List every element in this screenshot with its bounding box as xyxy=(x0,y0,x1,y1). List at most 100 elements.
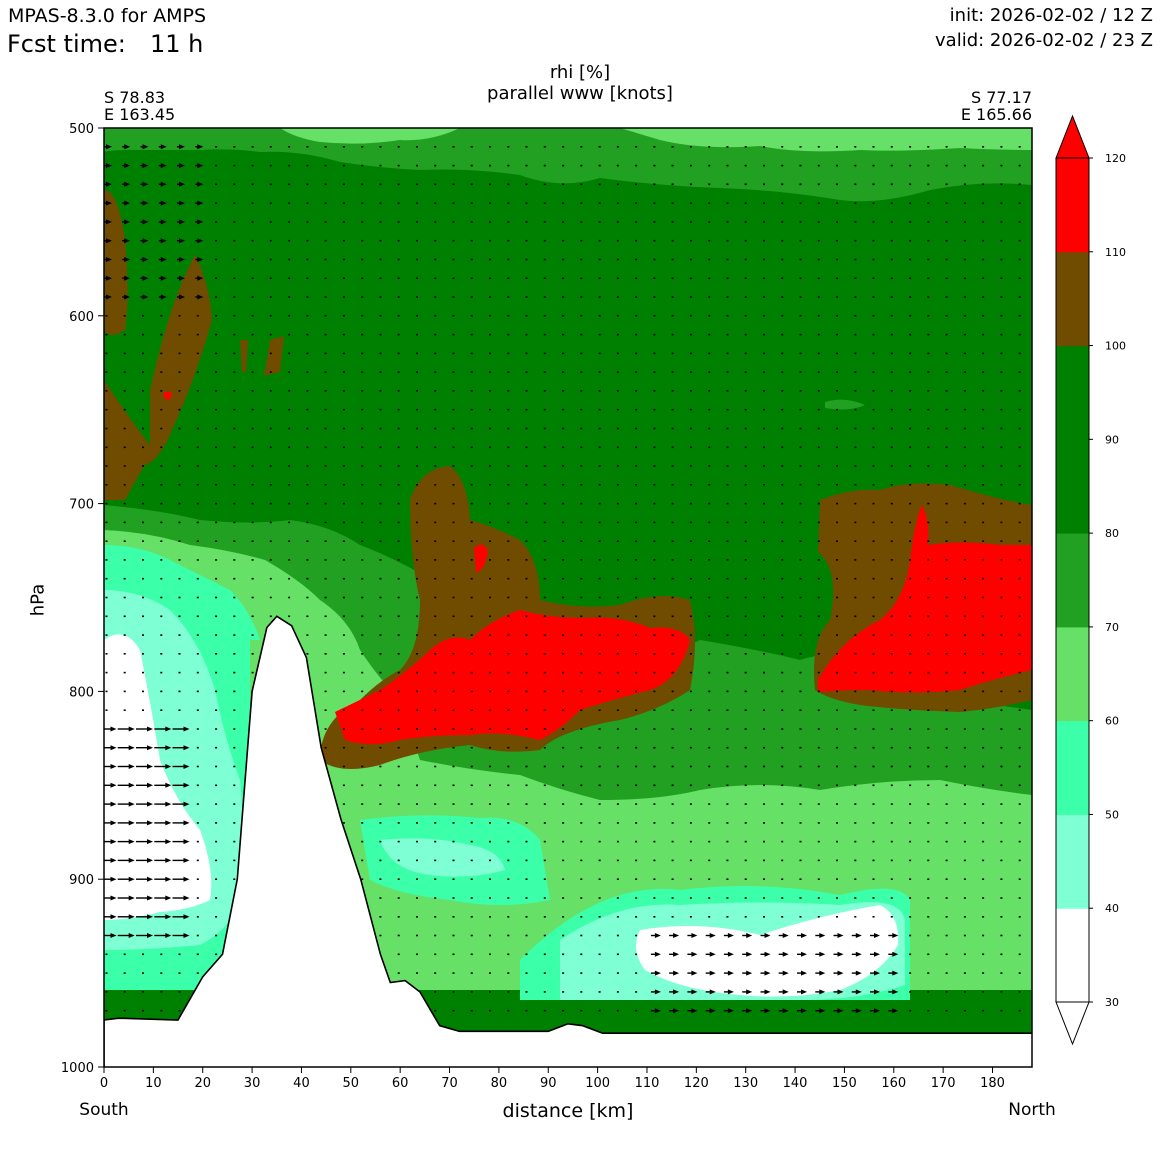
x-tick-label: 60 xyxy=(392,1076,409,1091)
x-tick-label: 10 xyxy=(145,1076,162,1091)
x-tick-label: 50 xyxy=(343,1076,360,1091)
wind-vector-head xyxy=(746,970,753,976)
wind-vector-head xyxy=(160,181,167,187)
rhi-band-110-120 xyxy=(335,610,690,744)
wind-vector-head xyxy=(165,914,172,920)
wind-vector-head xyxy=(673,1008,680,1014)
wind-vector-head xyxy=(197,163,204,169)
wind-vector-head xyxy=(124,219,131,225)
wind-vector-head xyxy=(147,745,153,751)
x-axis-label: distance [km] xyxy=(502,1100,634,1122)
wind-vector-head xyxy=(764,1008,771,1014)
colorbar-label: 80 xyxy=(1105,527,1119,540)
wind-vectors xyxy=(104,144,1021,1014)
wind-vector-head xyxy=(124,200,131,206)
wind-vector-head xyxy=(110,764,117,769)
x-axis-ticks: 0 10 20 30 40 50 60 70 80 90 100 110 120 130 140 150 160… xyxy=(100,1067,1005,1091)
wind-vector-head xyxy=(819,1008,826,1014)
wind-vector-head xyxy=(197,275,204,281)
colorbar-segment xyxy=(1056,439,1089,534)
wind-vector-head xyxy=(183,914,190,920)
wind-vector-head xyxy=(197,181,204,187)
wind-vector-head xyxy=(654,970,661,976)
x-tick-label: 140 xyxy=(783,1076,808,1091)
wind-vector-head xyxy=(179,163,185,169)
wind-vector-head xyxy=(110,820,117,826)
wind-vector-head xyxy=(855,989,862,995)
colorbar-label: 70 xyxy=(1105,621,1119,634)
wind-vector-head xyxy=(179,275,185,281)
wind-vector-head xyxy=(197,257,204,262)
colorbar-segment xyxy=(1056,533,1089,628)
wind-vector-head xyxy=(128,820,135,826)
wind-vector-head xyxy=(147,782,153,788)
wind-vector-head xyxy=(837,989,844,995)
wind-vector-head xyxy=(673,933,680,938)
wind-vector-head xyxy=(691,951,698,957)
wind-vector-head xyxy=(124,163,131,169)
start-longitude: E 163.45 xyxy=(104,105,176,124)
wind-vector-head xyxy=(197,294,204,300)
wind-vector-head xyxy=(782,933,789,938)
x-tick-label: 130 xyxy=(733,1076,758,1091)
y-tick-label: 600 xyxy=(69,310,94,325)
wind-vector-head xyxy=(801,970,807,976)
wind-vector-head xyxy=(183,801,190,807)
wind-vector-head xyxy=(165,782,172,788)
wind-vector-head xyxy=(106,294,112,300)
south-end-label: South xyxy=(79,1100,129,1120)
wind-vector-head xyxy=(746,989,753,995)
x-tick-label: 20 xyxy=(194,1076,211,1091)
colorbar: 30 40 50 60 70 80 90 100 110 120 xyxy=(1055,114,1126,1046)
wind-vector-head xyxy=(128,857,135,863)
colorbar-extend-min xyxy=(1055,1001,1090,1046)
wind-vector-head xyxy=(124,144,131,150)
wind-vector-head xyxy=(892,989,899,995)
colorbar-label: 90 xyxy=(1105,433,1119,446)
wind-vector-head xyxy=(128,801,135,807)
wind-vector-head xyxy=(106,144,112,150)
x-tick-label: 180 xyxy=(980,1076,1005,1091)
wind-vector-head xyxy=(837,970,844,976)
terrain-silhouette xyxy=(104,615,1032,1067)
wind-vector-head xyxy=(197,238,204,244)
colorbar-segment xyxy=(1056,345,1089,440)
wind-vector-head xyxy=(110,914,117,920)
wind-vector-head xyxy=(106,238,112,244)
wind-vector-head xyxy=(727,951,734,957)
wind-vector-head xyxy=(691,933,698,938)
y-tick-label: 900 xyxy=(69,873,94,888)
wind-vector-head xyxy=(801,951,807,957)
wind-vector-head xyxy=(837,1008,844,1014)
wind-vector-head xyxy=(128,764,135,769)
wind-vector-head xyxy=(179,238,185,244)
wind-vector-head xyxy=(691,1008,698,1014)
y-tick-label: 800 xyxy=(69,685,94,700)
wind-vector-head xyxy=(165,820,172,826)
y-tick-label: 700 xyxy=(69,498,94,513)
end-longitude: E 165.66 xyxy=(960,105,1032,124)
wind-vector-head xyxy=(106,181,112,187)
wind-vector-head xyxy=(124,275,131,281)
wind-vector-head xyxy=(764,989,771,995)
wind-vector-head xyxy=(855,933,862,938)
wind-vector-head xyxy=(147,820,153,826)
rhi-band-below-40-right xyxy=(636,905,899,997)
colorbar-label: 110 xyxy=(1105,246,1126,259)
colorbar-extend-max xyxy=(1055,114,1090,159)
wind-vector-head xyxy=(110,839,117,845)
wind-vector-head xyxy=(165,933,172,938)
wind-vector-head xyxy=(709,970,716,976)
wind-vector-head xyxy=(110,745,117,751)
rhi-band-100-110 xyxy=(104,190,128,335)
wind-vector-head xyxy=(673,989,680,995)
valid-time: valid: 2026-02-02 / 23 Z xyxy=(935,30,1153,51)
colorbar-segment xyxy=(1056,908,1089,1003)
wind-vector-head xyxy=(179,181,185,187)
wind-vector-head xyxy=(197,144,204,150)
wind-vector-head xyxy=(183,857,190,863)
wind-vector-head xyxy=(160,219,167,225)
wind-vector-head xyxy=(110,782,117,788)
wind-vector-head xyxy=(764,951,771,957)
